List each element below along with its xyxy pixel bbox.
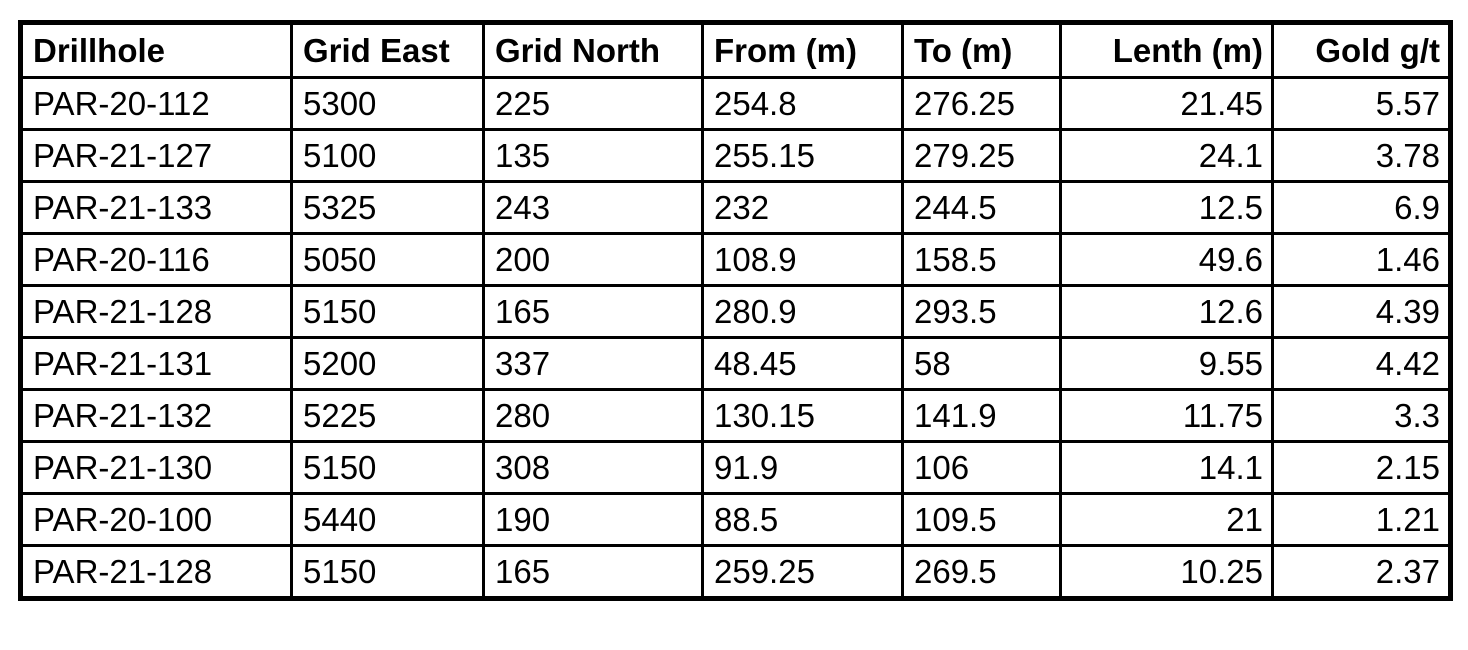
table-cell: 259.25 bbox=[701, 544, 904, 600]
table-cell: 3.3 bbox=[1271, 388, 1452, 443]
table-cell: PAR-20-112 bbox=[19, 76, 293, 131]
table-cell: 106 bbox=[901, 440, 1062, 495]
data-table: Drillhole Grid East Grid North From (m) To (… bbox=[18, 20, 1453, 601]
table-cell: 190 bbox=[482, 492, 704, 547]
table-cell: 4.42 bbox=[1271, 336, 1452, 391]
table-cell: 5150 bbox=[290, 544, 485, 600]
table-container: Drillhole Grid East Grid North From (m) To (… bbox=[18, 20, 1453, 601]
table-cell: 5440 bbox=[290, 492, 485, 547]
header-cell: Grid North bbox=[482, 21, 704, 79]
table-cell: 5100 bbox=[290, 128, 485, 183]
table-cell: PAR-21-128 bbox=[19, 284, 293, 339]
table-cell: 21.45 bbox=[1059, 76, 1274, 131]
table-cell: 21 bbox=[1059, 492, 1274, 547]
table-cell: 5300 bbox=[290, 76, 485, 131]
table-cell: 141.9 bbox=[901, 388, 1062, 443]
table-cell: 135 bbox=[482, 128, 704, 183]
table-row: PAR-21-128 5150 165 280.9 293.5 12.6 4.39 bbox=[19, 284, 1452, 339]
table-cell: 165 bbox=[482, 284, 704, 339]
table-cell: 1.46 bbox=[1271, 232, 1452, 287]
header-cell: Gold g/t bbox=[1271, 21, 1452, 79]
table-cell: 5325 bbox=[290, 180, 485, 235]
table-cell: PAR-21-131 bbox=[19, 336, 293, 391]
table-cell: 1.21 bbox=[1271, 492, 1452, 547]
table-cell: 49.6 bbox=[1059, 232, 1274, 287]
table-cell: 108.9 bbox=[701, 232, 904, 287]
table-cell: 12.6 bbox=[1059, 284, 1274, 339]
table-cell: 232 bbox=[701, 180, 904, 235]
table-cell: 5200 bbox=[290, 336, 485, 391]
table-cell: 158.5 bbox=[901, 232, 1062, 287]
table-cell: PAR-21-130 bbox=[19, 440, 293, 495]
table-cell: 308 bbox=[482, 440, 704, 495]
table-cell: 130.15 bbox=[701, 388, 904, 443]
table-cell: 293.5 bbox=[901, 284, 1062, 339]
table-cell: 280.9 bbox=[701, 284, 904, 339]
table-row: PAR-21-130 5150 308 91.9 106 14.1 2.15 bbox=[19, 440, 1452, 495]
table-row: PAR-20-116 5050 200 108.9 158.5 49.6 1.46 bbox=[19, 232, 1452, 287]
table-row: PAR-20-100 5440 190 88.5 109.5 21 1.21 bbox=[19, 492, 1452, 547]
table-cell: 10.25 bbox=[1059, 544, 1274, 600]
table-cell: 5150 bbox=[290, 440, 485, 495]
table-cell: PAR-20-100 bbox=[19, 492, 293, 547]
table-cell: 337 bbox=[482, 336, 704, 391]
table-row: PAR-21-127 5100 135 255.15 279.25 24.1 3.78 bbox=[19, 128, 1452, 183]
table-cell: 254.8 bbox=[701, 76, 904, 131]
table-cell: 276.25 bbox=[901, 76, 1062, 131]
table-cell: 12.5 bbox=[1059, 180, 1274, 235]
header-cell: To (m) bbox=[901, 21, 1062, 79]
table-body: PAR-20-112 5300 225 254.8 276.25 21.45 5.57 PAR… bbox=[19, 76, 1452, 600]
table-cell: PAR-21-133 bbox=[19, 180, 293, 235]
table-cell: 109.5 bbox=[901, 492, 1062, 547]
table-row: PAR-21-128 5150 165 259.25 269.5 10.25 2.37 bbox=[19, 544, 1452, 600]
table-cell: PAR-21-127 bbox=[19, 128, 293, 183]
table-cell: 88.5 bbox=[701, 492, 904, 547]
table-cell: 3.78 bbox=[1271, 128, 1452, 183]
table-cell: 243 bbox=[482, 180, 704, 235]
table-cell: 225 bbox=[482, 76, 704, 131]
table-cell: 2.15 bbox=[1271, 440, 1452, 495]
table-cell: 58 bbox=[901, 336, 1062, 391]
header-cell: Lenth (m) bbox=[1059, 21, 1274, 79]
table-cell: 269.5 bbox=[901, 544, 1062, 600]
table-row: PAR-21-133 5325 243 232 244.5 12.5 6.9 bbox=[19, 180, 1452, 235]
table-cell: PAR-20-116 bbox=[19, 232, 293, 287]
table-cell: 91.9 bbox=[701, 440, 904, 495]
table-cell: 5150 bbox=[290, 284, 485, 339]
table-cell: 255.15 bbox=[701, 128, 904, 183]
table-cell: 24.1 bbox=[1059, 128, 1274, 183]
table-cell: PAR-21-132 bbox=[19, 388, 293, 443]
table-cell: PAR-21-128 bbox=[19, 544, 293, 600]
header-row: Drillhole Grid East Grid North From (m) To (… bbox=[19, 21, 1452, 79]
header-cell: From (m) bbox=[701, 21, 904, 79]
table-cell: 9.55 bbox=[1059, 336, 1274, 391]
header-cell: Grid East bbox=[290, 21, 485, 79]
table-cell: 4.39 bbox=[1271, 284, 1452, 339]
table-row: PAR-21-131 5200 337 48.45 58 9.55 4.42 bbox=[19, 336, 1452, 391]
table-row: PAR-21-132 5225 280 130.15 141.9 11.75 3.3 bbox=[19, 388, 1452, 443]
table-cell: 11.75 bbox=[1059, 388, 1274, 443]
table-cell: 244.5 bbox=[901, 180, 1062, 235]
table-cell: 5050 bbox=[290, 232, 485, 287]
table-row: PAR-20-112 5300 225 254.8 276.25 21.45 5.57 bbox=[19, 76, 1452, 131]
table-cell: 200 bbox=[482, 232, 704, 287]
header-cell: Drillhole bbox=[19, 21, 293, 79]
table-cell: 2.37 bbox=[1271, 544, 1452, 600]
table-cell: 5.57 bbox=[1271, 76, 1452, 131]
table-cell: 279.25 bbox=[901, 128, 1062, 183]
table-cell: 6.9 bbox=[1271, 180, 1452, 235]
table-cell: 165 bbox=[482, 544, 704, 600]
table-cell: 280 bbox=[482, 388, 704, 443]
table-cell: 5225 bbox=[290, 388, 485, 443]
table-cell: 14.1 bbox=[1059, 440, 1274, 495]
table-cell: 48.45 bbox=[701, 336, 904, 391]
